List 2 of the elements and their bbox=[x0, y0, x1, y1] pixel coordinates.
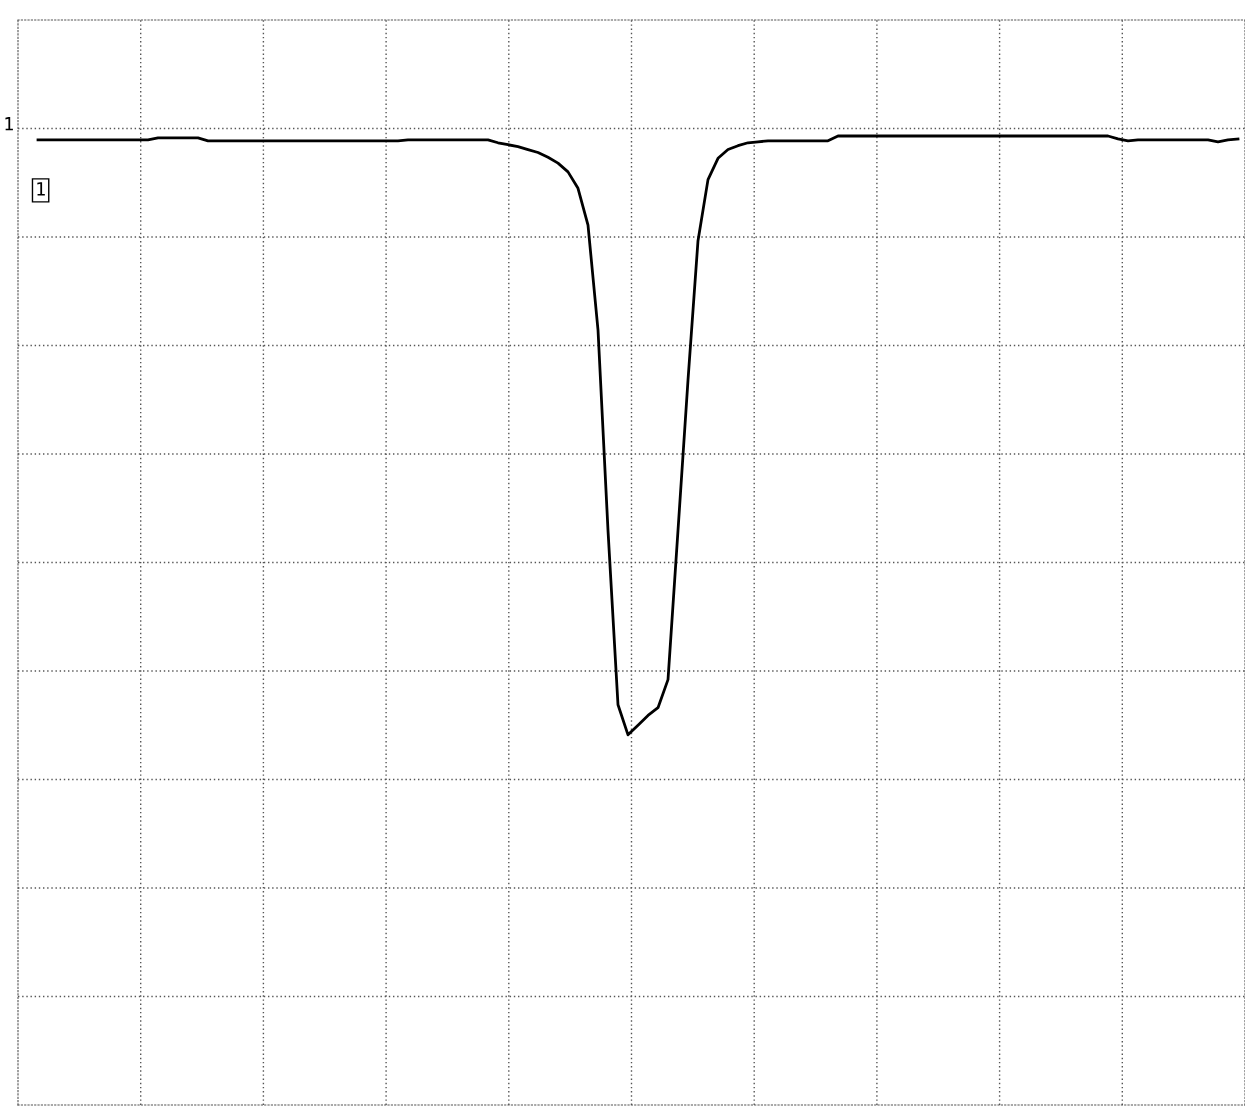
text: 1 bbox=[5, 117, 13, 131]
annotation: 1 bbox=[37, 182, 45, 196]
